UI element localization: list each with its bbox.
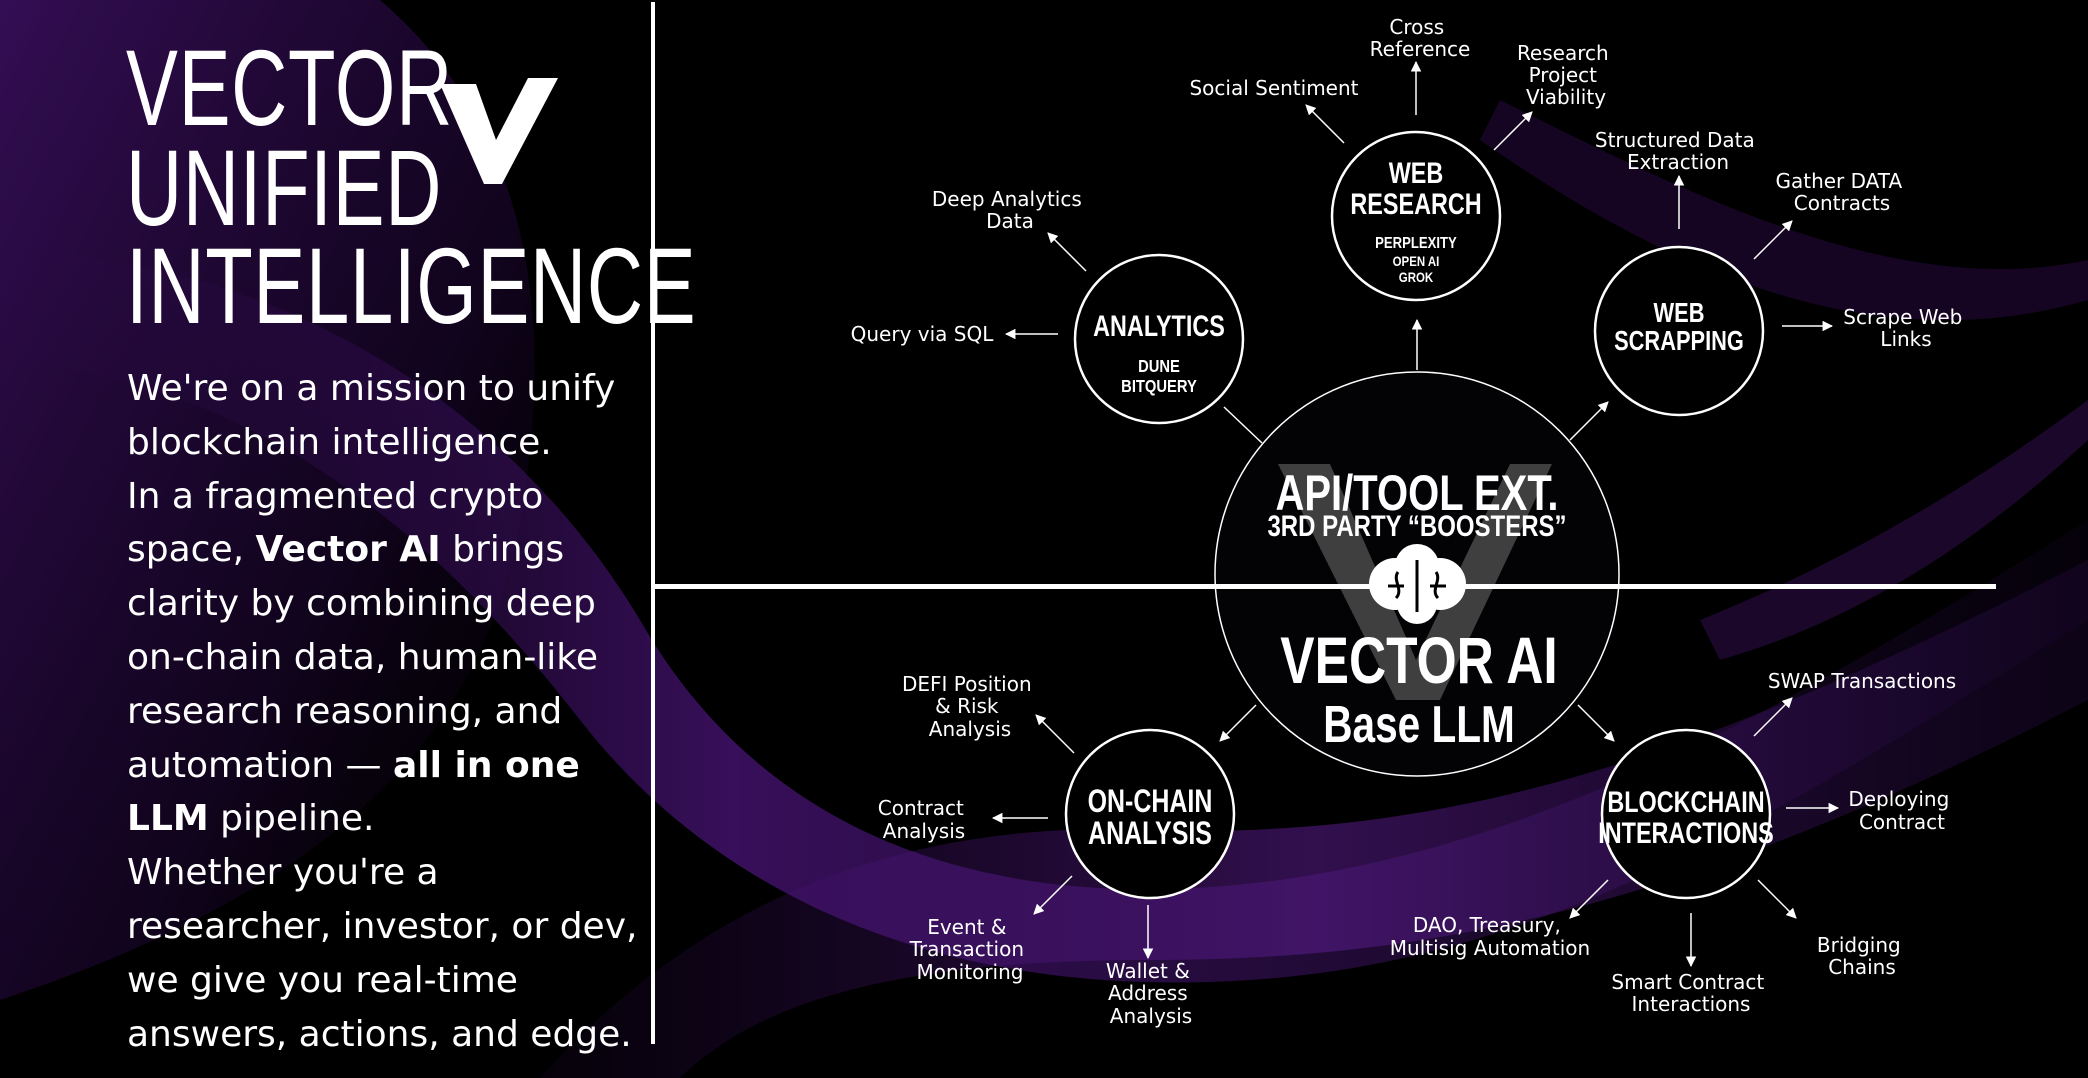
- label-bridging-chains: Bridging Chains: [1817, 933, 1907, 979]
- blockchain-title-2: INTERACTIONS: [1598, 816, 1773, 849]
- center-connectors: [1219, 318, 1615, 742]
- label-gather-data: Gather DATA Contracts: [1775, 169, 1908, 215]
- web-research-title-1: WEB: [1389, 156, 1444, 189]
- brand-title-line-2: UNIFIED: [126, 127, 443, 248]
- label-social-sentiment: Social Sentiment: [1189, 76, 1358, 100]
- node-blockchain-interactions: BLOCKCHAIN INTERACTIONS: [1598, 728, 1774, 900]
- label-dao-treasury: DAO, Treasury, Multisig Automation: [1390, 913, 1590, 960]
- web-scrapping-title-1: WEB: [1654, 297, 1705, 328]
- label-swap-transactions: SWAP Transactions: [1768, 669, 1956, 693]
- brain-icon: [1369, 544, 1466, 624]
- node-web-scrapping: WEB SCRAPPING: [1593, 245, 1765, 417]
- left-panel: VECTOR UNIFIED INTELLIGENCE We're on a m…: [0, 0, 696, 1078]
- analytics-title: ANALYTICS: [1093, 309, 1225, 342]
- center-bottom-line-1: VECTOR AI: [1280, 623, 1557, 698]
- label-deep-analytics: Deep Analytics Data: [932, 187, 1088, 233]
- mission-p3: Whether you're a researcher, investor, o…: [127, 852, 638, 1055]
- brand-title-line-3: INTELLIGENCE: [126, 225, 697, 346]
- blockchain-title-1: BLOCKCHAIN: [1607, 785, 1764, 818]
- web-scrapping-title-2: SCRAPPING: [1614, 325, 1744, 356]
- on-chain-title-1: ON-CHAIN: [1088, 784, 1213, 820]
- label-wallet-analysis: Wallet & Address Analysis: [1106, 959, 1196, 1028]
- vector-v-logo-icon: [440, 78, 558, 184]
- label-structured-data: Structured Data Extraction: [1595, 128, 1761, 174]
- web-research-sub-3: GROK: [1399, 269, 1434, 285]
- leaf-arrows: [991, 60, 1840, 968]
- mission-p2a: In a fragmented crypto space,: [127, 475, 544, 571]
- mission-p2c: brings clarity by combining deep on-chai…: [127, 529, 599, 786]
- vertical-divider: [651, 2, 655, 1044]
- node-on-chain-analysis: ON-CHAIN ANALYSIS: [1064, 728, 1236, 900]
- center-watermark-v-icon: [1278, 464, 1552, 700]
- label-event-monitoring: Event & Transaction Monitoring: [909, 915, 1031, 984]
- mission-p1: We're on a mission to unify blockchain i…: [127, 368, 616, 463]
- on-chain-title-2: ANALYSIS: [1088, 816, 1212, 852]
- label-research-viability: Research Project Viability: [1517, 41, 1615, 109]
- web-research-sub-1: PERPLEXITY: [1375, 235, 1457, 252]
- label-defi-position: DEFI Position & Risk Analysis: [902, 672, 1038, 741]
- label-smart-contract: Smart Contract Interactions: [1611, 970, 1770, 1016]
- label-query-sql: Query via SQL: [851, 322, 995, 346]
- center-top-line-1: API/TOOL EXT.: [1276, 465, 1559, 521]
- label-cross-reference: Cross Reference: [1370, 15, 1471, 61]
- node-web-research: WEB RESEARCH PERPLEXITY OPEN AI GROK: [1330, 130, 1502, 302]
- analytics-sub-2: BITQUERY: [1121, 377, 1197, 397]
- label-deploying-contract: Deploying Contract: [1848, 787, 1955, 834]
- web-research-title-2: RESEARCH: [1350, 187, 1481, 220]
- web-research-sub-2: OPEN AI: [1393, 253, 1440, 269]
- label-scrape-links: Scrape Web Links: [1843, 305, 1969, 351]
- horizontal-divider: [655, 584, 1996, 589]
- center-top-line-2: 3RD PARTY “BOOSTERS”: [1267, 508, 1566, 542]
- mission-highlight: all in one LLM: [127, 744, 580, 840]
- label-contract-analysis: Contract Analysis: [878, 796, 970, 843]
- mission-brand: Vector AI: [255, 529, 441, 571]
- mission-text: We're on a mission to unify blockchain i…: [127, 362, 647, 1061]
- node-analytics: ANALYTICS DUNE BITQUERY: [1073, 253, 1245, 425]
- mission-p2e: pipeline.: [220, 798, 375, 840]
- center-bottom-line-2: Base LLM: [1323, 695, 1515, 753]
- brand-title-line-1: VECTOR: [126, 27, 453, 148]
- analytics-sub-1: DUNE: [1138, 357, 1180, 377]
